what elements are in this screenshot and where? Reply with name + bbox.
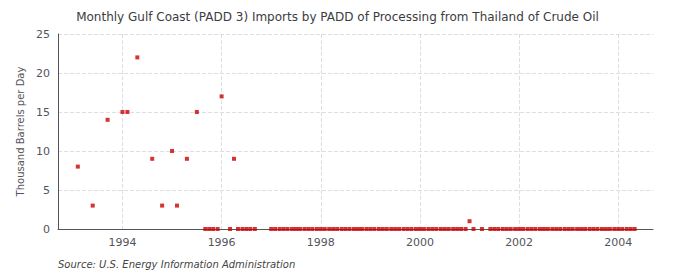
svg-text:10: 10 [36,145,50,158]
svg-text:2002: 2002 [505,236,533,249]
svg-text:0: 0 [43,223,50,236]
svg-text:1998: 1998 [307,236,335,249]
svg-text:Monthly Gulf Coast (PADD 3) Im: Monthly Gulf Coast (PADD 3) Imports by P… [76,10,599,24]
svg-text:15: 15 [36,106,50,119]
svg-text:Thousand Barrels per Day: Thousand Barrels per Day [15,67,26,198]
svg-text:Source: U.S. Energy Informatio: Source: U.S. Energy Information Administ… [58,259,295,270]
svg-text:2004: 2004 [604,236,632,249]
svg-text:2000: 2000 [406,236,434,249]
svg-text:25: 25 [36,28,50,41]
svg-text:5: 5 [43,184,50,197]
svg-text:20: 20 [36,67,50,80]
svg-text:1994: 1994 [108,236,136,249]
svg-text:1996: 1996 [208,236,236,249]
